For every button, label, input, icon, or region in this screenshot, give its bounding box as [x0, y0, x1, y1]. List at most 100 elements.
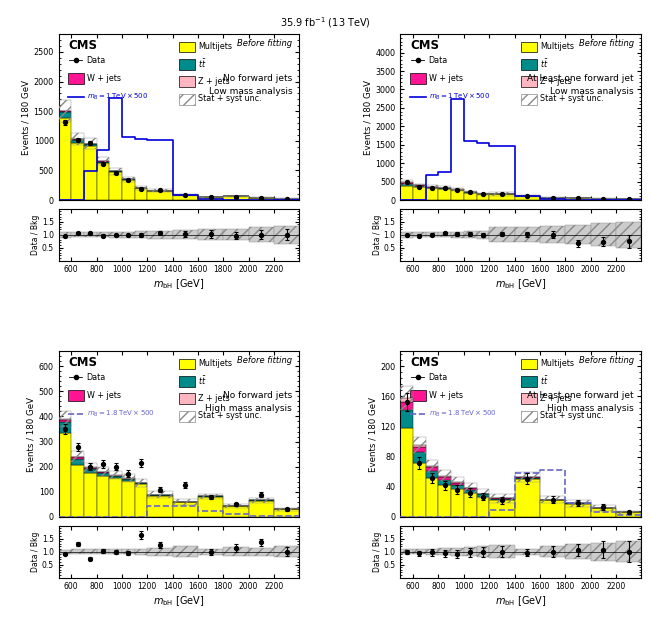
Bar: [514, 227, 540, 242]
Bar: [249, 197, 274, 198]
Bar: [109, 232, 122, 238]
Text: Stat + syst unc.: Stat + syst unc.: [199, 411, 262, 420]
Bar: [439, 476, 451, 477]
Bar: [223, 229, 249, 240]
Bar: [59, 419, 71, 420]
Bar: [71, 232, 84, 237]
Bar: [540, 546, 565, 557]
Text: Data: Data: [428, 56, 447, 65]
Bar: [71, 140, 84, 143]
X-axis label: $m_\mathrm{bH}$ [GeV]: $m_\mathrm{bH}$ [GeV]: [153, 594, 204, 608]
Bar: [489, 494, 514, 502]
Bar: [84, 469, 96, 473]
Bar: [179, 376, 195, 387]
Bar: [477, 497, 489, 517]
Bar: [96, 472, 109, 473]
Y-axis label: Data / Bkg: Data / Bkg: [373, 532, 382, 572]
Bar: [249, 227, 274, 242]
Bar: [464, 191, 477, 193]
Bar: [540, 226, 565, 243]
Bar: [514, 478, 540, 479]
Bar: [274, 508, 299, 511]
Y-axis label: Events / 180 GeV: Events / 180 GeV: [27, 397, 36, 471]
Bar: [540, 500, 565, 501]
Text: W + jets: W + jets: [430, 391, 464, 399]
Bar: [426, 232, 439, 237]
Bar: [439, 470, 451, 481]
Bar: [147, 491, 173, 498]
Bar: [71, 133, 84, 145]
Bar: [477, 489, 489, 498]
Bar: [135, 188, 147, 200]
Bar: [84, 146, 96, 200]
Text: Data: Data: [87, 373, 105, 382]
Bar: [439, 186, 451, 189]
Bar: [400, 428, 413, 517]
Text: Z + jets: Z + jets: [199, 77, 230, 86]
Bar: [521, 76, 536, 87]
Bar: [59, 422, 71, 433]
Bar: [540, 198, 565, 200]
Bar: [590, 199, 616, 200]
Bar: [400, 410, 413, 428]
Bar: [400, 232, 413, 238]
Text: Data: Data: [428, 373, 447, 382]
Bar: [179, 358, 195, 369]
Text: $m_\mathrm{B} = 1\,\mathrm{TeV}\times 500$: $m_\mathrm{B} = 1\,\mathrm{TeV}\times 50…: [430, 92, 491, 102]
Bar: [464, 483, 477, 492]
Bar: [477, 494, 489, 497]
Text: $t\bar{t}$: $t\bar{t}$: [540, 58, 549, 70]
Bar: [198, 548, 223, 555]
Text: Before fitting: Before fitting: [237, 356, 292, 365]
Bar: [84, 232, 96, 237]
Y-axis label: Events / 180 GeV: Events / 180 GeV: [21, 79, 31, 155]
Text: Multijets: Multijets: [540, 42, 574, 52]
Bar: [426, 466, 439, 467]
Bar: [59, 411, 71, 427]
Bar: [135, 186, 147, 190]
Bar: [274, 509, 299, 517]
Bar: [521, 42, 536, 52]
Bar: [198, 229, 223, 240]
Bar: [84, 138, 96, 149]
Bar: [96, 163, 109, 200]
Bar: [249, 197, 274, 200]
Bar: [122, 232, 135, 238]
Bar: [413, 549, 426, 555]
Bar: [84, 463, 96, 473]
Bar: [477, 546, 489, 557]
Bar: [122, 180, 135, 200]
Bar: [540, 501, 565, 517]
Bar: [565, 197, 590, 199]
Text: Multijets: Multijets: [199, 42, 232, 52]
Text: W + jets: W + jets: [87, 391, 122, 399]
Bar: [173, 195, 198, 200]
Bar: [71, 451, 84, 462]
Bar: [426, 467, 439, 471]
Bar: [413, 452, 426, 463]
Bar: [173, 502, 198, 517]
Bar: [135, 484, 147, 517]
Bar: [451, 190, 464, 200]
Bar: [426, 188, 439, 200]
Bar: [198, 197, 223, 200]
Bar: [439, 189, 451, 200]
Bar: [451, 483, 464, 486]
Bar: [122, 549, 135, 554]
Bar: [426, 460, 439, 472]
Bar: [521, 394, 536, 404]
Y-axis label: Events / 180 GeV: Events / 180 GeV: [364, 79, 372, 155]
Bar: [179, 42, 195, 52]
Bar: [439, 480, 451, 486]
Bar: [147, 495, 173, 496]
Bar: [426, 548, 439, 555]
Bar: [426, 478, 439, 517]
Bar: [439, 232, 451, 237]
X-axis label: $m_\mathrm{bH}$ [GeV]: $m_\mathrm{bH}$ [GeV]: [495, 594, 547, 608]
Bar: [71, 458, 84, 459]
Bar: [514, 196, 540, 200]
Text: W + jets: W + jets: [87, 74, 122, 83]
Bar: [109, 168, 122, 175]
Bar: [565, 504, 590, 517]
Bar: [451, 232, 464, 238]
